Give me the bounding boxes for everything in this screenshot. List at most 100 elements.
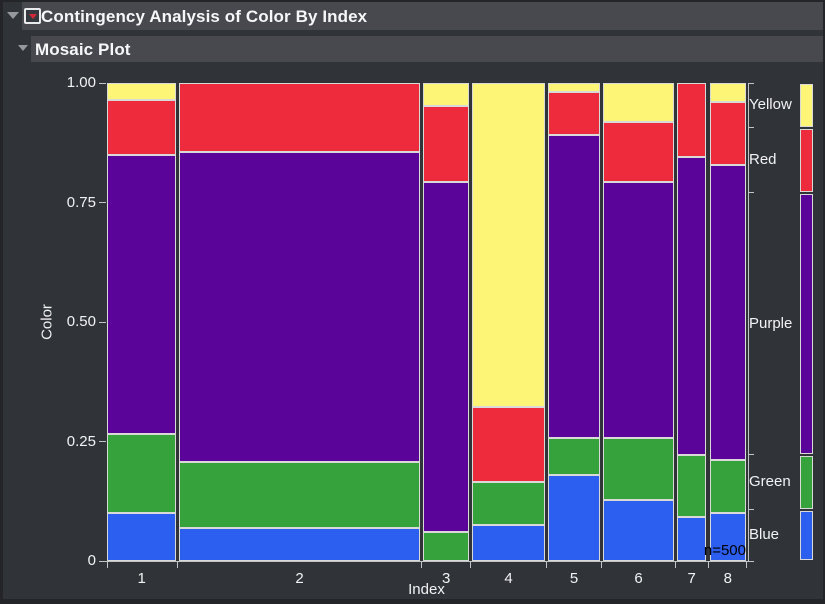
mosaic-column-1	[107, 83, 177, 561]
legend-segment-blue[interactable]	[800, 510, 813, 560]
x-axis-tick	[470, 562, 472, 568]
legend-segment-red[interactable]	[800, 128, 813, 192]
mosaic-column-8	[709, 83, 746, 561]
mosaic-tile-index6-purple[interactable]	[603, 181, 674, 439]
mosaic-tile-index4-red[interactable]	[472, 407, 545, 483]
sample-size-annotation: n=500	[703, 542, 746, 559]
x-axis-tick	[177, 562, 179, 568]
legend-label-blue: Blue	[749, 526, 780, 544]
mosaic-column-5	[547, 83, 601, 561]
mosaic-tile-index5-purple[interactable]	[547, 135, 601, 439]
y-axis-tick-label: 1.00	[66, 74, 96, 91]
mosaic-tile-index2-purple[interactable]	[179, 151, 420, 463]
mosaic-column-4	[472, 83, 545, 561]
mosaic-column-6	[603, 83, 674, 561]
y-axis-tick	[99, 441, 106, 442]
x-axis-tick-label: 5	[569, 570, 579, 587]
mosaic-column-7	[676, 83, 707, 561]
red-triangle-glyph	[28, 13, 37, 19]
right-axis-tick	[748, 192, 754, 194]
mosaic-tile-index4-blue[interactable]	[472, 525, 545, 561]
right-axis-tick	[748, 127, 754, 129]
y-axis-tick	[99, 82, 106, 84]
y-axis-tick	[99, 202, 106, 203]
x-axis-tick-label: 4	[504, 570, 513, 587]
mosaic-tile-index6-green[interactable]	[603, 438, 674, 501]
window-edge-left	[0, 0, 3, 604]
mosaic-tile-index6-red[interactable]	[603, 122, 674, 182]
y-axis-tick-label: 0	[87, 552, 96, 569]
mosaic-tile-index4-green[interactable]	[472, 482, 545, 526]
legend-label-green: Green	[749, 473, 791, 491]
mosaic-column-2	[179, 83, 420, 561]
mosaic-tile-index1-green[interactable]	[107, 434, 177, 514]
mosaic-tile-index6-yellow[interactable]	[603, 83, 674, 123]
mosaic-tile-index8-purple[interactable]	[709, 165, 746, 461]
mosaic-plot-title: Mosaic Plot	[35, 40, 131, 59]
color-legend-strip	[800, 83, 813, 561]
x-axis-tick-label: 2	[295, 570, 304, 587]
mosaic-tile-index7-red[interactable]	[676, 83, 707, 158]
legend-label-yellow: Yellow	[749, 96, 792, 114]
mosaic-tile-index3-red[interactable]	[422, 105, 470, 182]
mosaic-tile-index3-yellow[interactable]	[422, 83, 470, 106]
mosaic-tile-index2-red[interactable]	[179, 83, 420, 152]
y-axis-tick	[99, 560, 106, 562]
x-axis-tick	[674, 562, 676, 568]
mosaic-tile-index8-red[interactable]	[709, 102, 746, 166]
x-axis-title: Index	[408, 581, 445, 598]
mosaic-tile-index5-yellow[interactable]	[547, 83, 601, 93]
mosaic-disclosure-icon[interactable]	[18, 45, 28, 51]
right-axis-tick	[748, 82, 754, 84]
mosaic-tile-index7-blue[interactable]	[676, 517, 707, 561]
mosaic-tile-index2-green[interactable]	[179, 462, 420, 528]
report-outline-bar[interactable]	[22, 2, 825, 30]
mosaic-tile-index8-green[interactable]	[709, 460, 746, 514]
window-edge-bottom	[0, 599, 825, 604]
x-axis-tick	[601, 562, 603, 568]
mosaic-tile-index1-blue[interactable]	[107, 513, 177, 561]
y-axis-tick-label: 0.50	[66, 313, 96, 330]
legend-segment-green[interactable]	[800, 455, 813, 509]
mosaic-tile-index7-green[interactable]	[676, 454, 707, 517]
x-axis-line	[100, 561, 748, 562]
window-edge-right	[823, 0, 825, 604]
mosaic-tile-index3-purple[interactable]	[422, 181, 470, 533]
x-axis-tick-label: 1	[137, 570, 146, 587]
legend-segment-yellow[interactable]	[800, 84, 813, 127]
mosaic-tile-index8-yellow[interactable]	[709, 83, 746, 103]
x-axis-tick-label: 3	[441, 570, 451, 587]
mosaic-tile-index1-red[interactable]	[107, 99, 177, 155]
x-axis-tick	[707, 562, 709, 568]
x-axis-tick-label: 7	[687, 570, 696, 587]
x-axis-tick	[745, 562, 747, 568]
y-axis-tick	[99, 321, 106, 323]
mosaic-tile-index5-red[interactable]	[547, 92, 601, 136]
mosaic-column-3	[422, 83, 470, 561]
x-axis-tick	[106, 562, 108, 568]
legend-label-purple: Purple	[749, 314, 793, 332]
x-axis-tick	[420, 562, 422, 568]
legend-segment-purple[interactable]	[800, 193, 813, 454]
x-axis-tick-label: 6	[634, 570, 643, 587]
red-triangle-menu-icon[interactable]	[24, 8, 41, 24]
window-edge-top	[0, 0, 825, 2]
right-axis-tick	[748, 454, 754, 456]
mosaic-tile-index6-blue[interactable]	[603, 500, 674, 561]
mosaic-tile-index1-purple[interactable]	[107, 154, 177, 435]
report-title: Contingency Analysis of Color By Index	[41, 7, 368, 26]
mosaic-tile-index5-green[interactable]	[547, 438, 601, 475]
mosaic-tile-index3-green[interactable]	[422, 532, 470, 561]
mosaic-tile-index7-purple[interactable]	[676, 157, 707, 455]
right-axis-tick	[748, 560, 754, 562]
mosaic-outline-bar[interactable]	[31, 36, 825, 62]
legend-label-red: Red	[749, 151, 777, 169]
mosaic-tile-index5-blue[interactable]	[547, 474, 601, 561]
mosaic-tile-index2-blue[interactable]	[179, 528, 420, 561]
report-disclosure-icon[interactable]	[7, 12, 19, 19]
mosaic-tile-index1-yellow[interactable]	[107, 83, 177, 100]
mosaic-plot-area	[107, 83, 746, 561]
mosaic-tile-index8-blue[interactable]	[709, 513, 746, 561]
mosaic-tile-index4-yellow[interactable]	[472, 83, 545, 408]
